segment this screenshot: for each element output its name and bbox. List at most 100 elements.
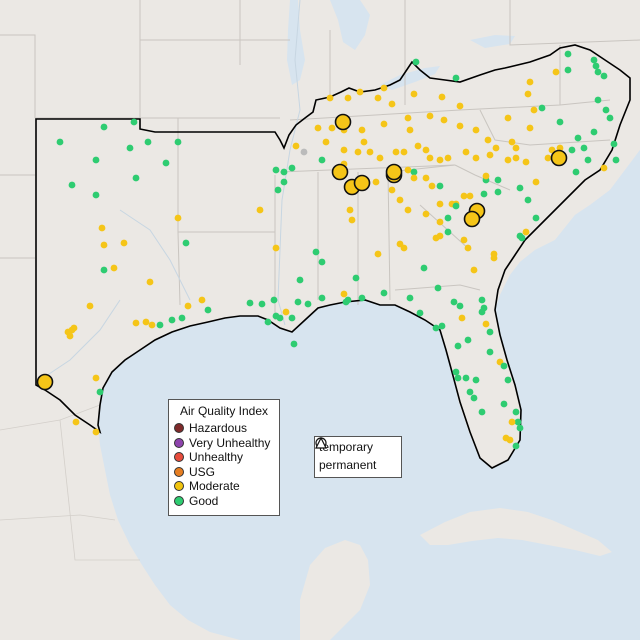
monitor-marker[interactable] (340, 290, 348, 298)
monitor-marker[interactable] (436, 156, 444, 164)
monitor-marker[interactable] (564, 50, 572, 58)
monitor-marker[interactable] (490, 250, 498, 258)
monitor-marker[interactable] (594, 96, 602, 104)
monitor-marker[interactable] (288, 314, 296, 322)
monitor-marker[interactable] (100, 241, 108, 249)
monitor-marker[interactable] (396, 196, 404, 204)
monitor-marker[interactable] (512, 442, 520, 450)
monitor-marker[interactable] (516, 424, 524, 432)
monitor-marker[interactable] (412, 58, 420, 66)
monitor-marker[interactable] (530, 106, 538, 114)
monitor-marker[interactable] (602, 106, 610, 114)
monitor-marker[interactable] (452, 202, 460, 210)
monitor-marker[interactable] (280, 168, 288, 176)
monitor-marker[interactable] (372, 178, 380, 186)
monitor-marker[interactable] (464, 336, 472, 344)
monitor-marker[interactable] (500, 362, 508, 370)
monitor-marker[interactable] (356, 88, 364, 96)
monitor-marker[interactable] (456, 102, 464, 110)
monitor-marker[interactable] (486, 151, 494, 159)
monitor-marker[interactable] (472, 126, 480, 134)
monitor-marker[interactable] (198, 296, 206, 304)
monitor-marker[interactable] (500, 400, 508, 408)
monitor-marker[interactable] (414, 142, 422, 150)
monitor-marker[interactable] (388, 100, 396, 108)
monitor-marker[interactable] (494, 176, 502, 184)
monitor-marker[interactable] (454, 342, 462, 350)
monitor-marker[interactable] (406, 294, 414, 302)
monitor-marker[interactable] (462, 374, 470, 382)
monitor-marker[interactable] (326, 94, 334, 102)
monitor-marker[interactable] (178, 314, 186, 322)
monitor-marker[interactable] (404, 206, 412, 214)
monitor-marker[interactable] (292, 142, 300, 150)
monitor-marker[interactable] (522, 158, 530, 166)
monitor-marker[interactable] (340, 146, 348, 154)
monitor-marker[interactable] (556, 118, 564, 126)
monitor-marker[interactable] (380, 84, 388, 92)
monitor-marker[interactable] (344, 296, 352, 304)
monitor-marker[interactable] (86, 302, 94, 310)
monitor-marker[interactable] (422, 146, 430, 154)
monitor-marker[interactable] (256, 206, 264, 214)
monitor-marker[interactable] (148, 321, 156, 329)
monitor-marker[interactable] (432, 324, 440, 332)
monitor-marker[interactable] (184, 302, 192, 310)
monitor-marker[interactable] (358, 126, 366, 134)
monitor-marker[interactable] (470, 266, 478, 274)
monitor-marker[interactable] (68, 181, 76, 189)
monitor-marker[interactable] (610, 140, 618, 148)
monitor-marker[interactable] (132, 319, 140, 327)
monitor-marker[interactable] (130, 118, 138, 126)
monitor-marker[interactable] (438, 93, 446, 101)
monitor-marker[interactable] (132, 174, 140, 182)
monitor-marker[interactable] (358, 294, 366, 302)
monitor-marker[interactable] (504, 114, 512, 122)
monitor-marker[interactable] (294, 298, 302, 306)
monitor-marker[interactable] (464, 244, 472, 252)
monitor-marker[interactable] (452, 74, 460, 82)
monitor-marker[interactable] (434, 284, 442, 292)
monitor-marker[interactable] (516, 184, 524, 192)
temporary-monitor-marker[interactable] (463, 210, 481, 228)
monitor-marker[interactable] (92, 428, 100, 436)
monitor-marker[interactable] (512, 408, 520, 416)
temporary-monitor-marker[interactable] (353, 174, 371, 192)
monitor-marker[interactable] (126, 144, 134, 152)
monitor-marker[interactable] (304, 300, 312, 308)
monitor-marker[interactable] (92, 156, 100, 164)
monitor-marker[interactable] (466, 192, 474, 200)
monitor-marker[interactable] (410, 168, 418, 176)
monitor-marker[interactable] (486, 348, 494, 356)
monitor-marker[interactable] (444, 228, 452, 236)
monitor-marker[interactable] (524, 90, 532, 98)
monitor-marker[interactable] (406, 126, 414, 134)
monitor-marker[interactable] (344, 94, 352, 102)
monitor-marker[interactable] (204, 306, 212, 314)
monitor-marker[interactable] (162, 159, 170, 167)
monitor-marker[interactable] (454, 374, 462, 382)
monitor-marker[interactable] (300, 148, 308, 156)
monitor-marker[interactable] (322, 138, 330, 146)
monitor-marker[interactable] (514, 418, 522, 426)
monitor-marker[interactable] (416, 309, 424, 317)
monitor-marker[interactable] (590, 56, 598, 64)
monitor-marker[interactable] (612, 156, 620, 164)
monitor-marker[interactable] (246, 299, 254, 307)
monitor-marker[interactable] (354, 148, 362, 156)
monitor-marker[interactable] (592, 62, 600, 70)
monitor-marker[interactable] (504, 156, 512, 164)
monitor-marker[interactable] (400, 244, 408, 252)
monitor-marker[interactable] (456, 122, 464, 130)
monitor-marker[interactable] (92, 191, 100, 199)
monitor-marker[interactable] (564, 66, 572, 74)
monitor-marker[interactable] (72, 418, 80, 426)
monitor-marker[interactable] (348, 216, 356, 224)
monitor-marker[interactable] (400, 148, 408, 156)
monitor-marker[interactable] (296, 276, 304, 284)
monitor-marker[interactable] (168, 316, 176, 324)
monitor-marker[interactable] (438, 322, 446, 330)
monitor-marker[interactable] (174, 214, 182, 222)
